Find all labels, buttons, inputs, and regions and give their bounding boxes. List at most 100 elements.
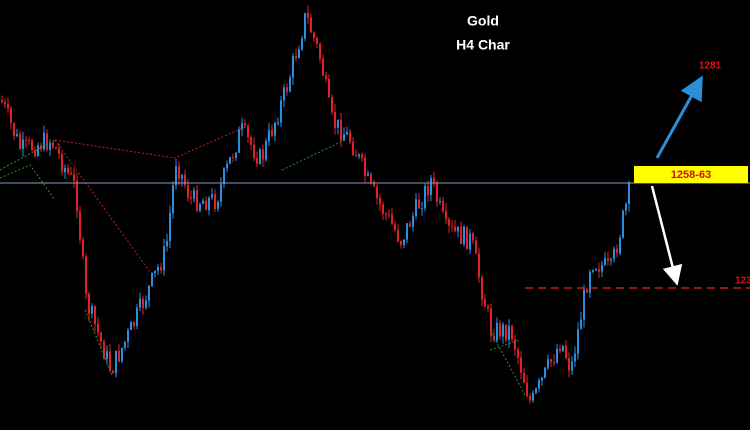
- candle-body: [283, 87, 285, 101]
- candle-body: [268, 130, 270, 142]
- candle-body: [565, 345, 567, 359]
- candle-body: [436, 182, 438, 202]
- candle-body: [331, 97, 333, 112]
- candle-body: [628, 182, 630, 205]
- candle-body: [559, 348, 561, 352]
- candle-body: [607, 258, 609, 261]
- candle-body: [64, 167, 66, 173]
- candle-body: [589, 271, 591, 293]
- candle-body: [52, 142, 54, 148]
- candle-body: [100, 332, 102, 342]
- candle-body: [37, 145, 39, 157]
- candle-body: [211, 194, 213, 198]
- candle-body: [226, 163, 228, 169]
- candle-body: [511, 325, 513, 340]
- candle-body: [136, 307, 138, 326]
- candle-body: [127, 330, 129, 342]
- candle-body: [49, 142, 51, 150]
- candle-body: [328, 79, 330, 98]
- candle-body: [4, 102, 6, 105]
- candle-body: [604, 258, 606, 265]
- candle-body: [514, 339, 516, 350]
- candle-body: [271, 130, 273, 136]
- down-arrow: [650, 185, 683, 286]
- candle-body: [25, 139, 27, 141]
- candle-body: [442, 201, 444, 211]
- candle-body: [409, 223, 411, 227]
- candle-body: [616, 248, 618, 254]
- candle-body: [322, 58, 324, 76]
- candle-body: [463, 226, 465, 245]
- candle-body: [526, 382, 528, 397]
- candle-body: [376, 186, 378, 199]
- candle-body: [352, 141, 354, 155]
- candle-body: [610, 259, 612, 261]
- candle-body: [289, 77, 291, 92]
- candle-body: [286, 87, 288, 92]
- candle-body: [229, 157, 231, 164]
- candle-body: [43, 133, 45, 150]
- candle-body: [478, 253, 480, 278]
- candle-body: [400, 241, 402, 246]
- candle-body: [103, 341, 105, 360]
- candle-body: [292, 55, 294, 78]
- candle-body: [580, 319, 582, 330]
- candle-body: [241, 123, 243, 130]
- candle-body: [133, 322, 135, 326]
- candle-body: [154, 270, 156, 273]
- candle-body: [481, 277, 483, 300]
- candle-body: [295, 55, 297, 59]
- candle-body: [403, 239, 405, 246]
- candle-body: [94, 305, 96, 324]
- candle-body: [538, 380, 540, 389]
- candle-body: [439, 201, 441, 203]
- candle-body: [118, 350, 120, 362]
- candle-body: [517, 349, 519, 358]
- target-label: 1281: [699, 61, 722, 72]
- candle-body: [625, 204, 627, 211]
- candle-body: [151, 272, 153, 286]
- candle-body: [394, 224, 396, 230]
- candle-body: [265, 141, 267, 160]
- candle-body: [325, 75, 327, 80]
- candle-body: [577, 329, 579, 354]
- candle-body: [196, 190, 198, 211]
- candle-body: [160, 266, 162, 271]
- candle-body: [256, 158, 258, 164]
- candle-body: [556, 348, 558, 363]
- candle-body: [79, 211, 81, 240]
- candle-body: [502, 324, 504, 337]
- candle-body: [622, 210, 624, 238]
- candle-body: [10, 108, 12, 124]
- candle-body: [208, 197, 210, 211]
- candle-body: [70, 172, 72, 175]
- candle-body: [424, 186, 426, 209]
- candle-body: [184, 174, 186, 186]
- candle-body: [433, 178, 435, 183]
- candle-body: [40, 145, 42, 150]
- candle-body: [418, 199, 420, 209]
- candle-body: [253, 144, 255, 159]
- candle-body: [31, 140, 33, 151]
- candle-body: [373, 182, 375, 187]
- candle-body: [163, 246, 165, 271]
- candle-body: [445, 210, 447, 220]
- candle-body: [67, 167, 69, 173]
- candle-body: [598, 269, 600, 272]
- candle-body: [277, 122, 279, 124]
- candle-body: [421, 208, 423, 210]
- candle-body: [316, 38, 318, 44]
- candle-body: [550, 359, 552, 362]
- candle-body: [496, 322, 498, 341]
- candle-body: [505, 324, 507, 340]
- resistance-label: 1258-63: [671, 169, 711, 181]
- candle-body: [205, 200, 207, 211]
- resistance-box: [634, 166, 748, 183]
- candle-body: [175, 166, 177, 186]
- candle-body: [235, 152, 237, 158]
- candle-body: [391, 214, 393, 225]
- candle-body: [202, 200, 204, 204]
- subtitle: H4 Char: [456, 37, 510, 53]
